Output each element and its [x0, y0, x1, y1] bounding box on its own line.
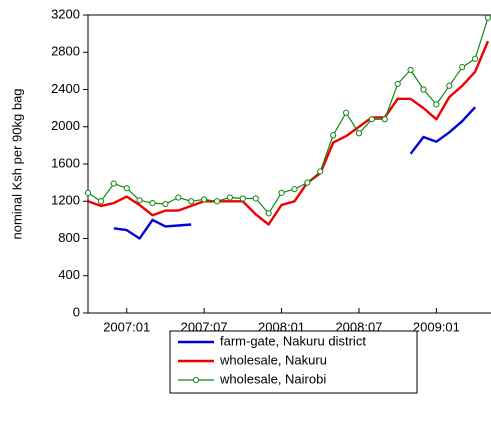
point-marker: [368, 116, 375, 123]
point-marker: [420, 86, 427, 93]
x-tick-label: 2008:07: [335, 319, 382, 334]
y-axis-label: nominal Ksh per 90kg bag: [9, 88, 24, 239]
point-marker: [123, 185, 130, 192]
y-tick-label: 400: [58, 267, 80, 282]
point-marker: [330, 132, 337, 139]
y-tick-label: 800: [58, 230, 80, 245]
point-marker: [136, 197, 143, 204]
point-marker: [149, 200, 156, 207]
x-tick-label: 2009:01: [413, 319, 460, 334]
point-marker: [484, 14, 491, 21]
point-marker: [291, 186, 298, 193]
series-line: [87, 17, 489, 214]
point-marker: [188, 198, 195, 205]
point-marker: [407, 66, 414, 74]
point-marker: [355, 130, 363, 137]
point-marker: [162, 200, 169, 208]
x-tick-label: 2008:01: [258, 319, 305, 334]
point-marker: [97, 198, 105, 205]
x-tick-label: 2007:01: [103, 319, 150, 334]
y-tick-label: 1200: [51, 193, 80, 208]
point-marker: [342, 109, 350, 116]
point-marker: [459, 64, 466, 71]
point-marker: [110, 180, 117, 187]
y-tick-label: 2000: [51, 118, 80, 133]
point-marker: [278, 189, 285, 196]
point-marker: [446, 82, 453, 89]
point-marker: [471, 55, 479, 62]
y-tick-label: 0: [73, 304, 80, 319]
y-tick-label: 2400: [51, 81, 80, 96]
point-marker: [239, 195, 246, 202]
point-marker: [201, 196, 208, 203]
point-marker: [265, 210, 272, 217]
point-marker: [394, 80, 401, 88]
point-marker: [84, 189, 92, 196]
y-tick-label: 2800: [51, 44, 80, 59]
point-marker: [317, 168, 324, 175]
x-tick-label: 2007:07: [181, 319, 228, 334]
point-marker: [252, 195, 259, 202]
point-marker: [433, 101, 440, 108]
y-tick-label: 1600: [51, 155, 80, 170]
point-marker: [304, 179, 311, 186]
point-marker: [213, 198, 221, 205]
series-line: [113, 106, 476, 240]
point-marker: [226, 194, 234, 201]
legend-label: wholesale, Nakuru: [219, 352, 327, 367]
point-marker: [381, 116, 388, 123]
point-marker: [175, 194, 182, 201]
legend-label: wholesale, Nairobi: [219, 371, 326, 386]
series-line: [87, 40, 490, 226]
legend-label: farm-gate, Nakuru district: [220, 333, 366, 348]
plot-frame: [87, 14, 491, 314]
legend-marker: [192, 376, 200, 384]
y-tick-label: 3200: [51, 6, 80, 21]
